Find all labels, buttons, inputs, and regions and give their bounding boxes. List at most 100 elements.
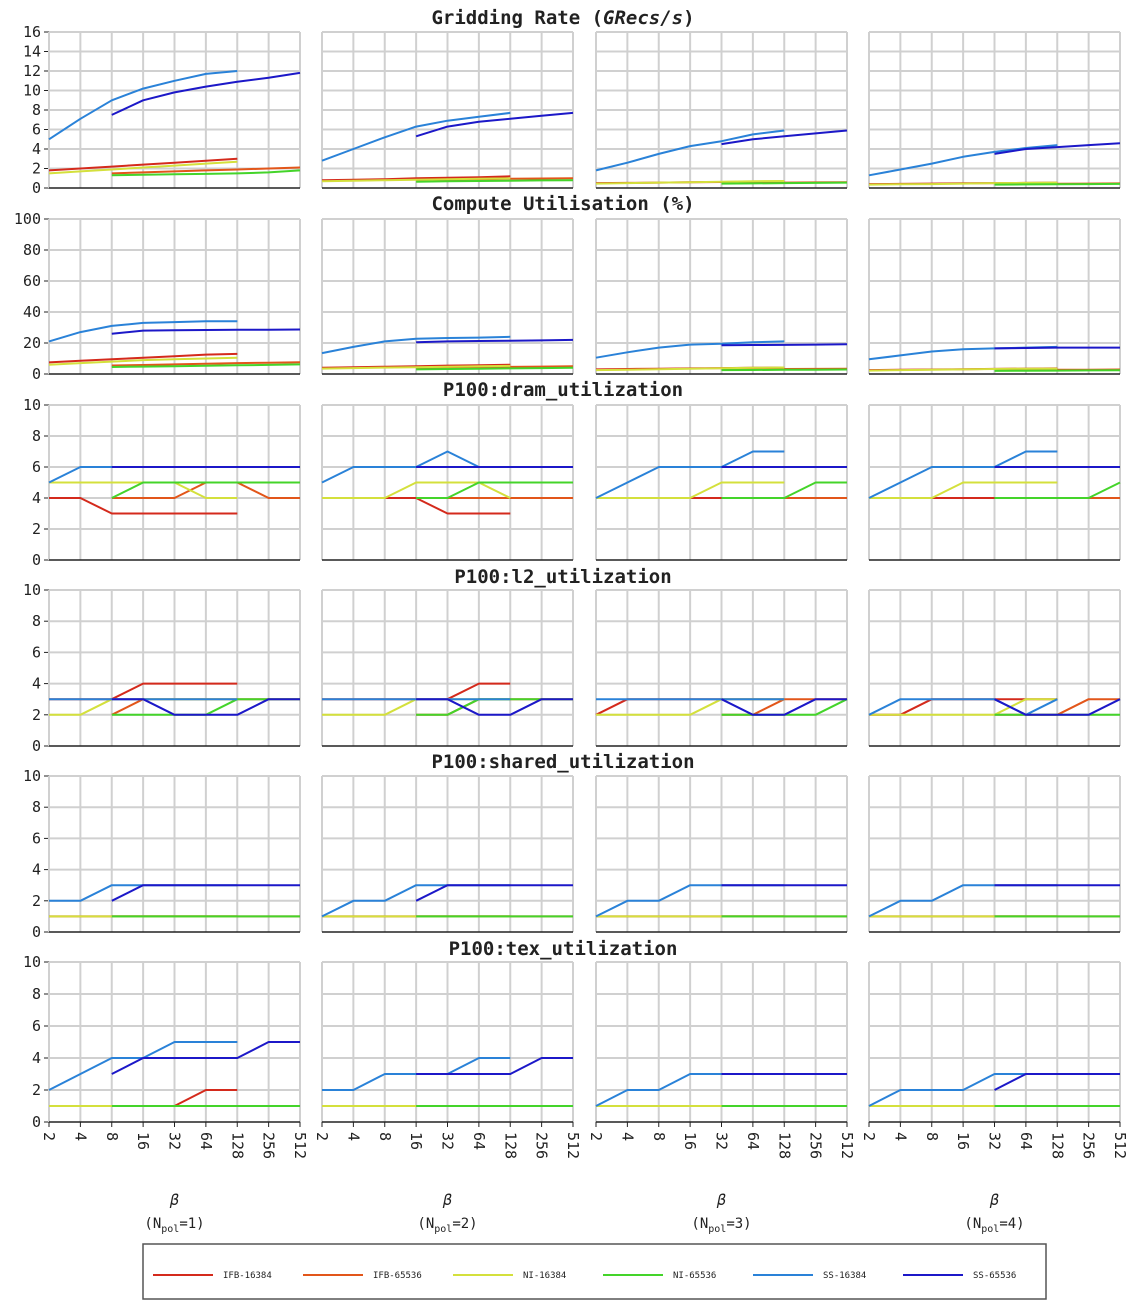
series-line-ni-65536 (994, 182, 1121, 186)
series-line-ni-65536 (721, 181, 848, 185)
x-tick-label: 8 (650, 1132, 668, 1141)
legend-label: SS-16384 (823, 1271, 866, 1281)
y-tick-label: 12 (23, 62, 41, 80)
panel-label: (Npol=1) (144, 1216, 204, 1235)
y-tick-label: 8 (32, 985, 41, 1003)
series-line-ni-65536 (416, 481, 573, 499)
series-line-ss-65536 (415, 111, 574, 138)
y-tick-label: 10 (23, 396, 41, 414)
series-line-ifb-65536 (111, 361, 301, 367)
x-tick-label: 4 (618, 1132, 636, 1141)
y-tick-label: 2 (32, 892, 41, 910)
row-title: Compute Utilisation (%) (431, 193, 694, 215)
x-tick-label: 2 (860, 1132, 878, 1141)
legend-label: NI-16384 (523, 1271, 566, 1281)
row-title: Gridding Rate (GRecs/s) (431, 7, 694, 29)
legend: IFB-16384 IFB-65536 NI-16384 NI-65536 SS-163… (142, 1243, 1047, 1300)
x-tick-label: 512 (564, 1132, 582, 1159)
x-tick-label: 64 (197, 1132, 215, 1150)
y-tick-label: 2 (32, 520, 41, 538)
x-axis-label: β (442, 1191, 452, 1209)
y-tick-label: 60 (23, 272, 41, 290)
x-tick-label: 512 (291, 1132, 309, 1159)
panel-npol-1 (48, 218, 301, 375)
panel-npol-3 (595, 404, 848, 561)
series-line-ss-65536 (416, 698, 573, 716)
y-tick-label: 40 (23, 303, 41, 321)
series-line-ni-16384 (869, 481, 1058, 499)
x-tick-label: 4 (891, 1132, 909, 1141)
series-line-ni-65536 (416, 179, 574, 183)
y-tick-label: 10 (23, 581, 41, 599)
panel-npol-2 (321, 589, 574, 747)
chart-row-4: P100:l2_utilization 0 2 4 6 8 10 (23, 566, 1121, 755)
series-line-ni-65536 (721, 481, 847, 499)
panel-npol-1 (48, 404, 301, 561)
x-tick-label: 32 (986, 1132, 1004, 1150)
panel-npol-3 (595, 589, 848, 747)
panel-npol-2 (321, 218, 574, 375)
y-tick-label: 20 (23, 334, 41, 352)
series-line-ss-65536 (721, 698, 847, 716)
series-line-ni-16384 (868, 367, 1058, 372)
series-line-ss-65536 (994, 698, 1121, 716)
series-line-ni-65536 (994, 481, 1121, 499)
y-tick-label: 4 (32, 675, 41, 693)
y-tick-label: 2 (32, 1081, 41, 1099)
panel-label: (Npol=3) (691, 1216, 751, 1235)
panel-label: (Npol=2) (417, 1216, 477, 1235)
series-line-ss-65536 (415, 884, 573, 902)
series-line-ni-65536 (994, 369, 1121, 372)
row-title: P100:dram_utilization (443, 379, 683, 401)
series-line-ni-16384 (869, 698, 1058, 716)
series-line-ss-16384 (595, 450, 785, 499)
x-tick-label: 8 (376, 1132, 394, 1141)
series-line-ss-65536 (994, 142, 1121, 155)
y-tick-label: 0 (32, 1113, 41, 1131)
panel-npol-1 (48, 589, 301, 747)
y-tick-label: 4 (32, 861, 41, 879)
chart-row-5: P100:shared_utilization 0 2 4 6 8 10 (23, 751, 1121, 941)
series-line-ss-65536 (721, 129, 848, 146)
y-tick-label: 0 (32, 923, 41, 941)
series-line-ni-16384 (321, 177, 511, 183)
x-tick-label: 512 (838, 1132, 856, 1159)
x-tick-label: 128 (775, 1132, 793, 1159)
series-line-ss-16384 (595, 129, 785, 172)
row-title: P100:l2_utilization (454, 566, 671, 588)
series-line-ni-65536 (111, 169, 301, 177)
panel-npol-3 (595, 218, 848, 375)
panel-npol-4 (868, 589, 1121, 747)
y-tick-label: 14 (23, 43, 41, 61)
x-tick-label: 512 (1111, 1132, 1126, 1159)
y-tick-label: 6 (32, 643, 41, 661)
y-tick-label: 8 (32, 612, 41, 630)
panel-npol-1: 2 4 8 16 32 64 128 256 512 β (Npol=1) (40, 961, 309, 1235)
x-tick-label: 2 (40, 1132, 58, 1141)
x-tick-label: 4 (71, 1132, 89, 1141)
x-tick-label: 256 (1080, 1132, 1098, 1159)
x-tick-label: 16 (407, 1132, 425, 1150)
y-tick-label: 4 (32, 489, 41, 507)
series-line-ni-16384 (868, 181, 1058, 186)
series-line-ifb-65536 (111, 166, 301, 175)
legend-box (142, 1243, 1047, 1300)
y-tick-label: 10 (23, 767, 41, 785)
series-line-ni-65536 (416, 366, 574, 371)
y-tick-label: 0 (32, 179, 41, 197)
y-tick-label: 2 (32, 706, 41, 724)
y-tick-label: 4 (32, 140, 41, 158)
series-line-ss-65536 (111, 698, 300, 716)
x-tick-label: 64 (470, 1132, 488, 1150)
x-tick-label: 16 (681, 1132, 699, 1150)
y-tick-label: 2 (32, 160, 41, 178)
series-line-ni-16384 (595, 180, 785, 185)
series-line-ss-16384 (321, 111, 511, 162)
y-tick-label: 16 (23, 23, 41, 41)
series-line-ni-65536 (111, 481, 300, 499)
series-line-ss-16384 (595, 340, 785, 359)
series-line-ss-65536 (111, 71, 301, 116)
panel-label: (Npol=4) (964, 1216, 1024, 1235)
